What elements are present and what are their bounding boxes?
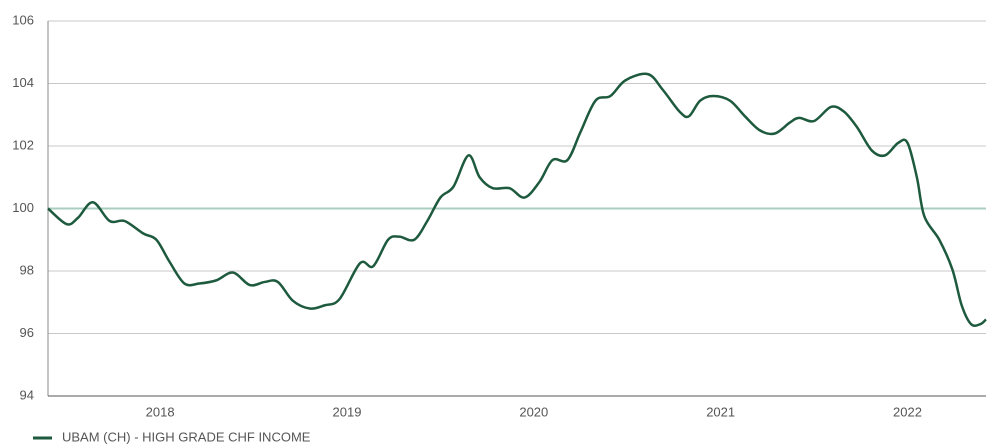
x-tick-label: 2021 <box>706 404 735 419</box>
x-tick-label: 2018 <box>146 404 175 419</box>
y-tick-label: 102 <box>12 137 34 152</box>
y-tick-label: 104 <box>12 75 34 90</box>
x-tick-label: 2022 <box>893 404 922 419</box>
series-line <box>47 72 987 327</box>
y-tick-label: 106 <box>12 12 34 27</box>
y-tick-label: 94 <box>20 387 34 402</box>
x-tick-label: 2019 <box>333 404 362 419</box>
y-tick-label: 96 <box>20 325 34 340</box>
legend-label: UBAM (CH) - HIGH GRADE CHF INCOME <box>62 429 311 444</box>
x-tick-label: 2020 <box>519 404 548 419</box>
y-tick-label: 100 <box>12 200 34 215</box>
y-tick-label: 98 <box>20 262 34 277</box>
